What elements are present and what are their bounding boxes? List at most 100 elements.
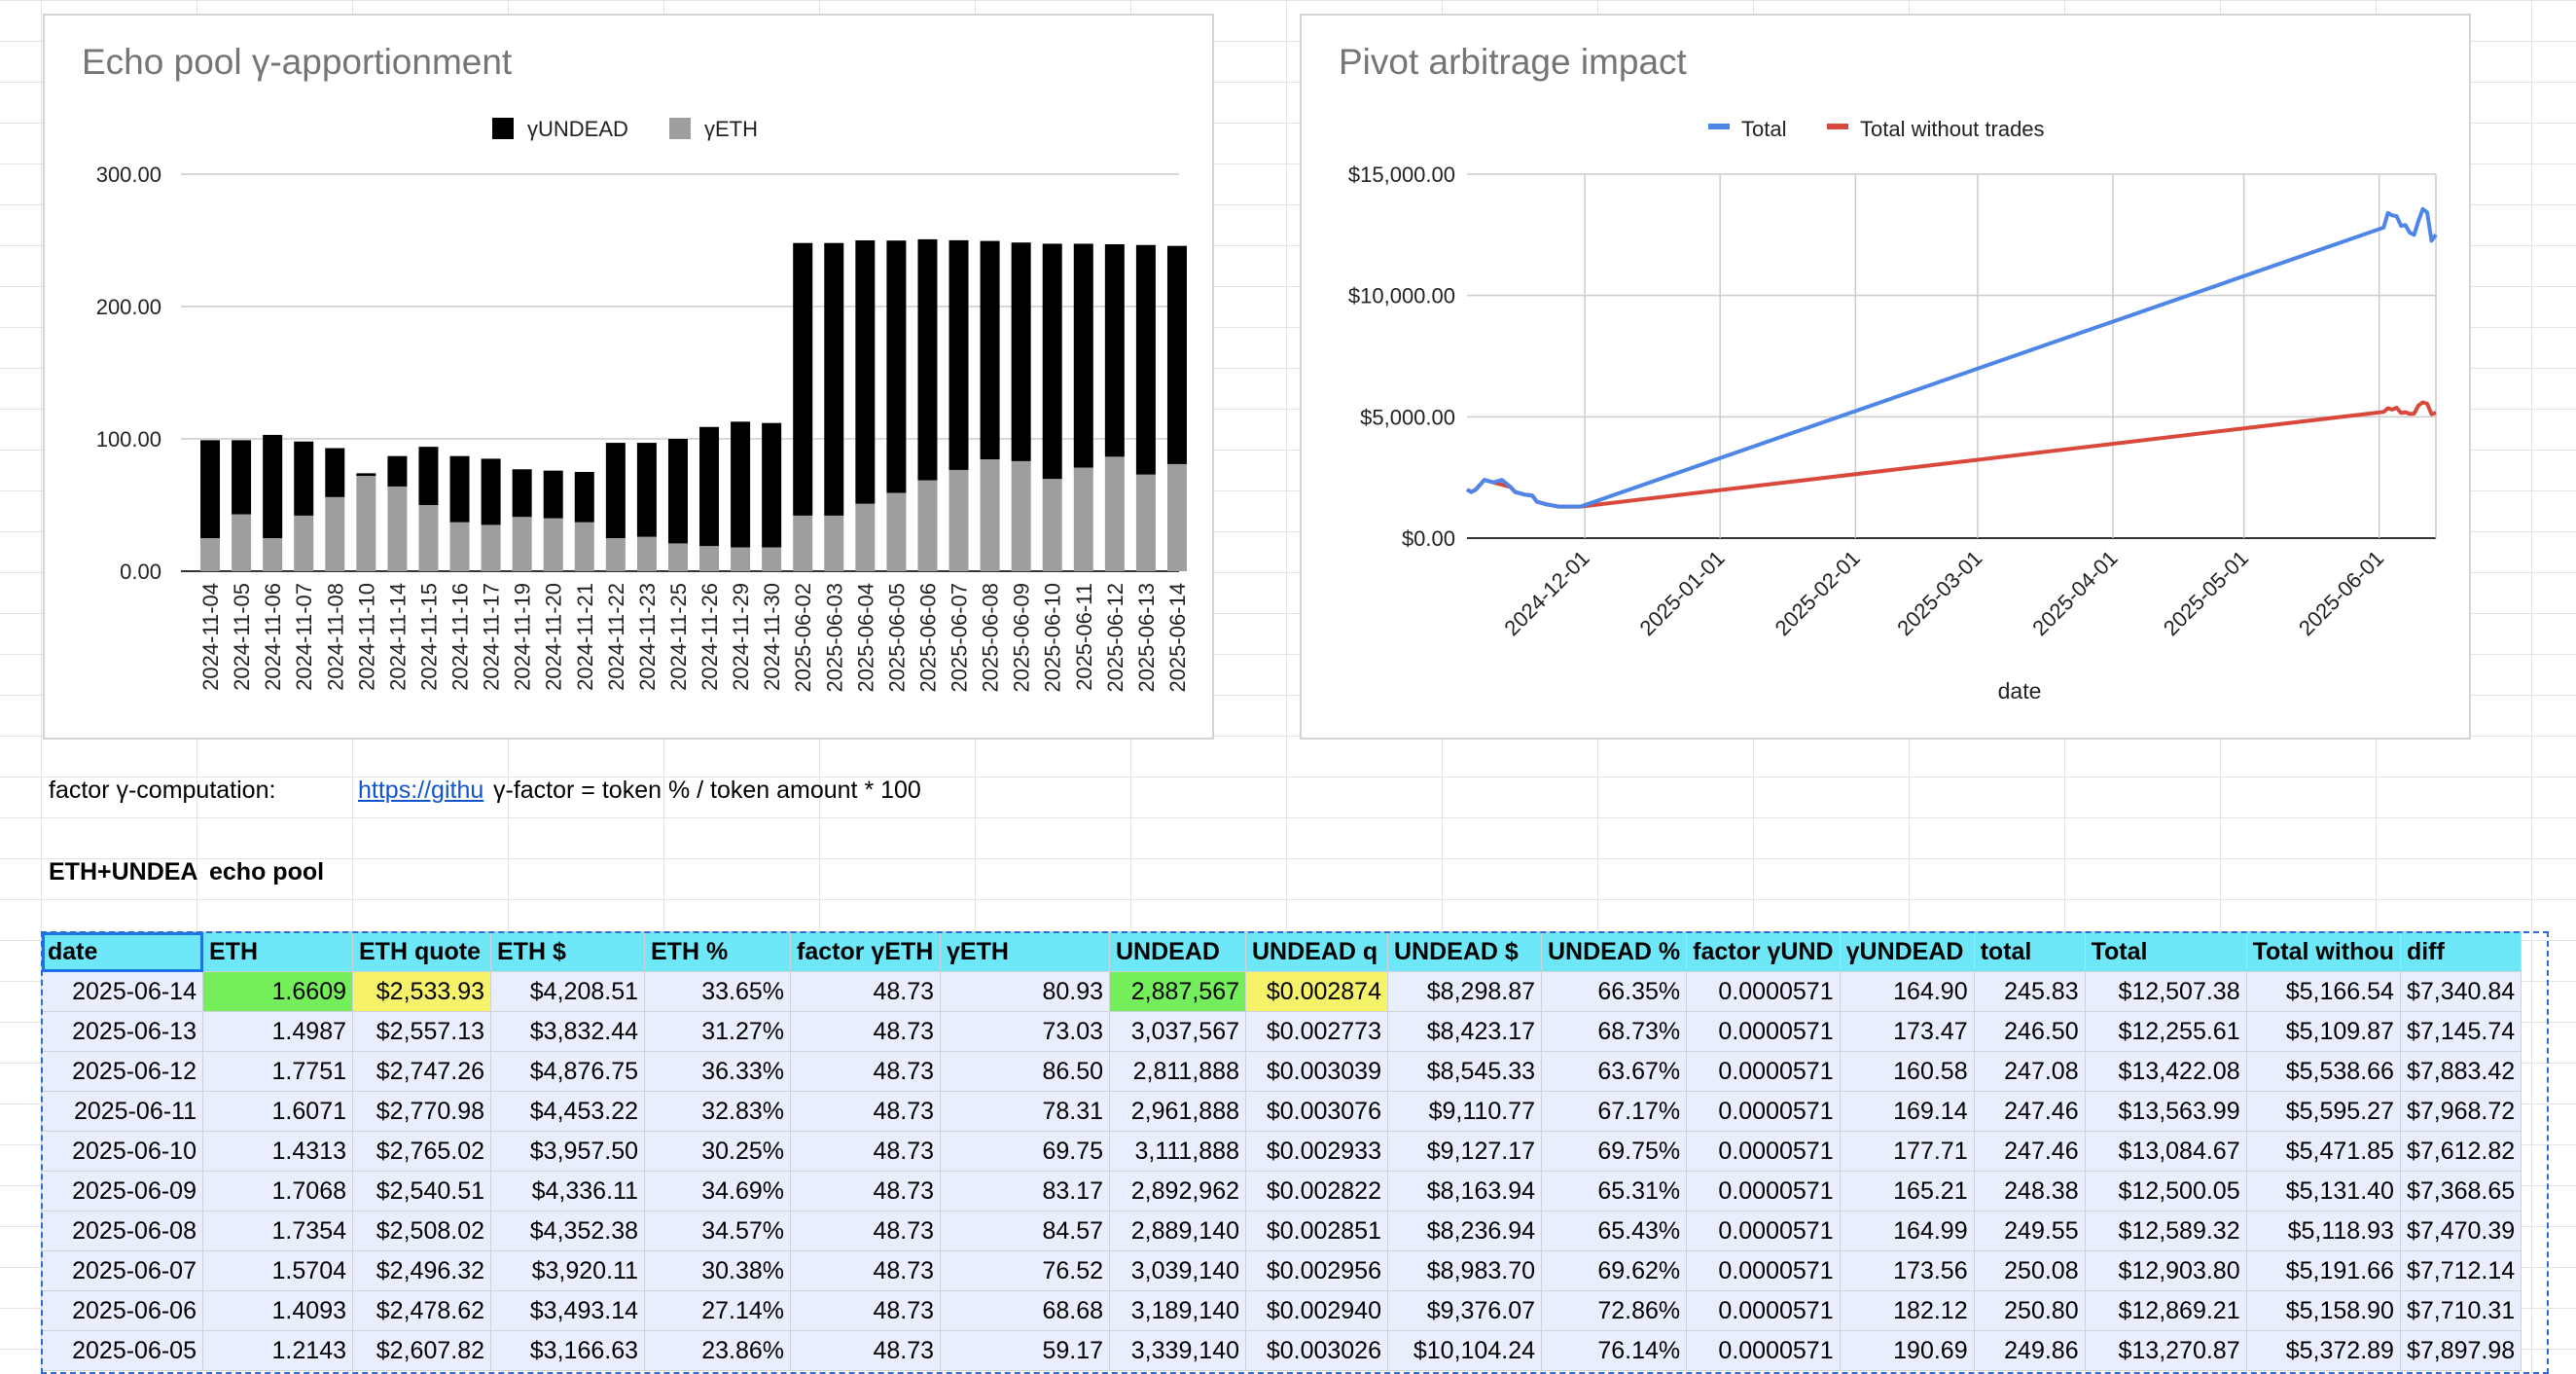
table-cell[interactable]: 3,111,888 [1109,1131,1246,1172]
table-cell[interactable]: $9,127.17 [1387,1131,1542,1172]
table-cell[interactable]: $4,453.22 [490,1091,645,1132]
table-cell[interactable]: $0.003076 [1245,1091,1388,1132]
table-cell[interactable]: $5,109.87 [2245,1011,2401,1052]
table-cell[interactable]: 1.4987 [202,1011,353,1052]
table-cell[interactable]: $0.003026 [1245,1330,1388,1371]
table-cell[interactable]: 1.5704 [202,1250,353,1291]
table-cell[interactable]: 48.73 [790,1171,941,1211]
table-cell[interactable]: $2,496.32 [352,1250,491,1291]
table-cell[interactable]: $12,507.38 [2084,971,2247,1012]
table-cell[interactable]: 48.73 [790,1250,941,1291]
factor-label[interactable]: factor γ-computation: [49,777,276,804]
table-cell[interactable]: 173.56 [1839,1250,1975,1291]
table-cell[interactable]: 2025-06-11 [41,1091,203,1132]
table-cell[interactable]: $7,897.98 [2399,1330,2522,1371]
pool-label[interactable]: echo pool [209,858,325,886]
table-cell[interactable]: 84.57 [940,1211,1110,1251]
table-cell[interactable]: $7,968.72 [2399,1091,2522,1132]
table-cell[interactable]: 2025-06-08 [41,1211,203,1251]
table-cell[interactable]: 69.62% [1540,1250,1688,1291]
table-cell[interactable]: 173.47 [1839,1011,1975,1052]
table-cell[interactable]: $5,131.40 [2245,1171,2401,1211]
table-cell[interactable]: $9,376.07 [1387,1290,1542,1331]
table-cell[interactable]: 249.55 [1973,1211,2086,1251]
table-cell[interactable]: 169.14 [1839,1091,1975,1132]
table-cell[interactable]: 48.73 [790,971,941,1012]
table-cell[interactable]: 76.14% [1540,1330,1688,1371]
column-header[interactable]: γETH [940,931,1110,972]
table-cell[interactable]: 80.93 [940,971,1110,1012]
table-cell[interactable]: $2,533.93 [352,971,491,1012]
table-cell[interactable]: $4,352.38 [490,1211,645,1251]
column-header[interactable]: factor γUND [1686,931,1841,972]
table-cell[interactable]: 68.68 [940,1290,1110,1331]
table-cell[interactable]: $4,876.75 [490,1051,645,1092]
table-cell[interactable]: 48.73 [790,1011,941,1052]
table-cell[interactable]: 1.4313 [202,1131,353,1172]
table-cell[interactable]: 165.21 [1839,1171,1975,1211]
table-cell[interactable]: $9,110.77 [1387,1091,1542,1132]
table-cell[interactable]: 248.38 [1973,1171,2086,1211]
table-cell[interactable]: $0.002940 [1245,1290,1388,1331]
table-cell[interactable]: 2025-06-14 [41,971,203,1012]
table-cell[interactable]: $0.003039 [1245,1051,1388,1092]
column-header[interactable]: diff [2399,931,2522,972]
table-cell[interactable]: 30.38% [644,1250,791,1291]
column-header[interactable]: UNDEAD % [1540,931,1688,972]
table-cell[interactable]: $13,270.87 [2084,1330,2247,1371]
column-header[interactable]: γUNDEAD [1839,931,1975,972]
table-cell[interactable]: $2,770.98 [352,1091,491,1132]
table-cell[interactable]: 48.73 [790,1051,941,1092]
table-cell[interactable]: 2,887,567 [1109,971,1246,1012]
table-cell[interactable]: $2,478.62 [352,1290,491,1331]
column-header[interactable]: total [1973,931,2086,972]
table-cell[interactable]: 0.0000571 [1686,971,1841,1012]
table-cell[interactable]: 1.7751 [202,1051,353,1092]
table-cell[interactable]: $4,208.51 [490,971,645,1012]
table-cell[interactable]: $2,508.02 [352,1211,491,1251]
github-link[interactable]: https://githu [358,777,484,804]
table-cell[interactable]: 1.6071 [202,1091,353,1132]
table-cell[interactable]: $3,493.14 [490,1290,645,1331]
table-cell[interactable]: $8,163.94 [1387,1171,1542,1211]
bar-chart-panel[interactable]: Echo pool γ-apportionment γUNDEAD γETH 0.00… [43,14,1214,740]
table-cell[interactable]: 66.35% [1540,971,1688,1012]
table-cell[interactable]: $7,612.82 [2399,1131,2522,1172]
table-cell[interactable]: $8,983.70 [1387,1250,1542,1291]
table-cell[interactable]: 48.73 [790,1330,941,1371]
table-cell[interactable]: 63.67% [1540,1051,1688,1092]
table-cell[interactable]: $12,903.80 [2084,1250,2247,1291]
table-cell[interactable]: 160.58 [1839,1051,1975,1092]
table-cell[interactable]: 0.0000571 [1686,1011,1841,1052]
table-cell[interactable]: 69.75% [1540,1131,1688,1172]
table-cell[interactable]: 83.17 [940,1171,1110,1211]
table-cell[interactable]: 246.50 [1973,1011,2086,1052]
table-cell[interactable]: 27.14% [644,1290,791,1331]
table-cell[interactable]: 247.08 [1973,1051,2086,1092]
table-cell[interactable]: 0.0000571 [1686,1131,1841,1172]
table-cell[interactable]: $7,368.65 [2399,1171,2522,1211]
table-cell[interactable]: 36.33% [644,1051,791,1092]
column-header[interactable]: date [41,931,203,972]
table-cell[interactable]: $13,084.67 [2084,1131,2247,1172]
table-cell[interactable]: 23.86% [644,1330,791,1371]
table-cell[interactable]: 2025-06-07 [41,1250,203,1291]
table-cell[interactable]: $8,545.33 [1387,1051,1542,1092]
table-cell[interactable]: $3,957.50 [490,1131,645,1172]
table-cell[interactable]: $8,423.17 [1387,1011,1542,1052]
table-cell[interactable]: 67.17% [1540,1091,1688,1132]
table-cell[interactable]: 249.86 [1973,1330,2086,1371]
table-cell[interactable]: 250.08 [1973,1250,2086,1291]
table-cell[interactable]: $7,145.74 [2399,1011,2522,1052]
table-cell[interactable]: $5,158.90 [2245,1290,2401,1331]
table-cell[interactable]: $12,869.21 [2084,1290,2247,1331]
table-cell[interactable]: 32.83% [644,1091,791,1132]
table-cell[interactable]: 31.27% [644,1011,791,1052]
table-cell[interactable]: $10,104.24 [1387,1330,1542,1371]
table-cell[interactable]: 0.0000571 [1686,1330,1841,1371]
table-cell[interactable]: $2,607.82 [352,1330,491,1371]
table-cell[interactable]: 164.99 [1839,1211,1975,1251]
table-cell[interactable]: 33.65% [644,971,791,1012]
table-cell[interactable]: $8,236.94 [1387,1211,1542,1251]
column-header[interactable]: Total withou [2245,931,2401,972]
